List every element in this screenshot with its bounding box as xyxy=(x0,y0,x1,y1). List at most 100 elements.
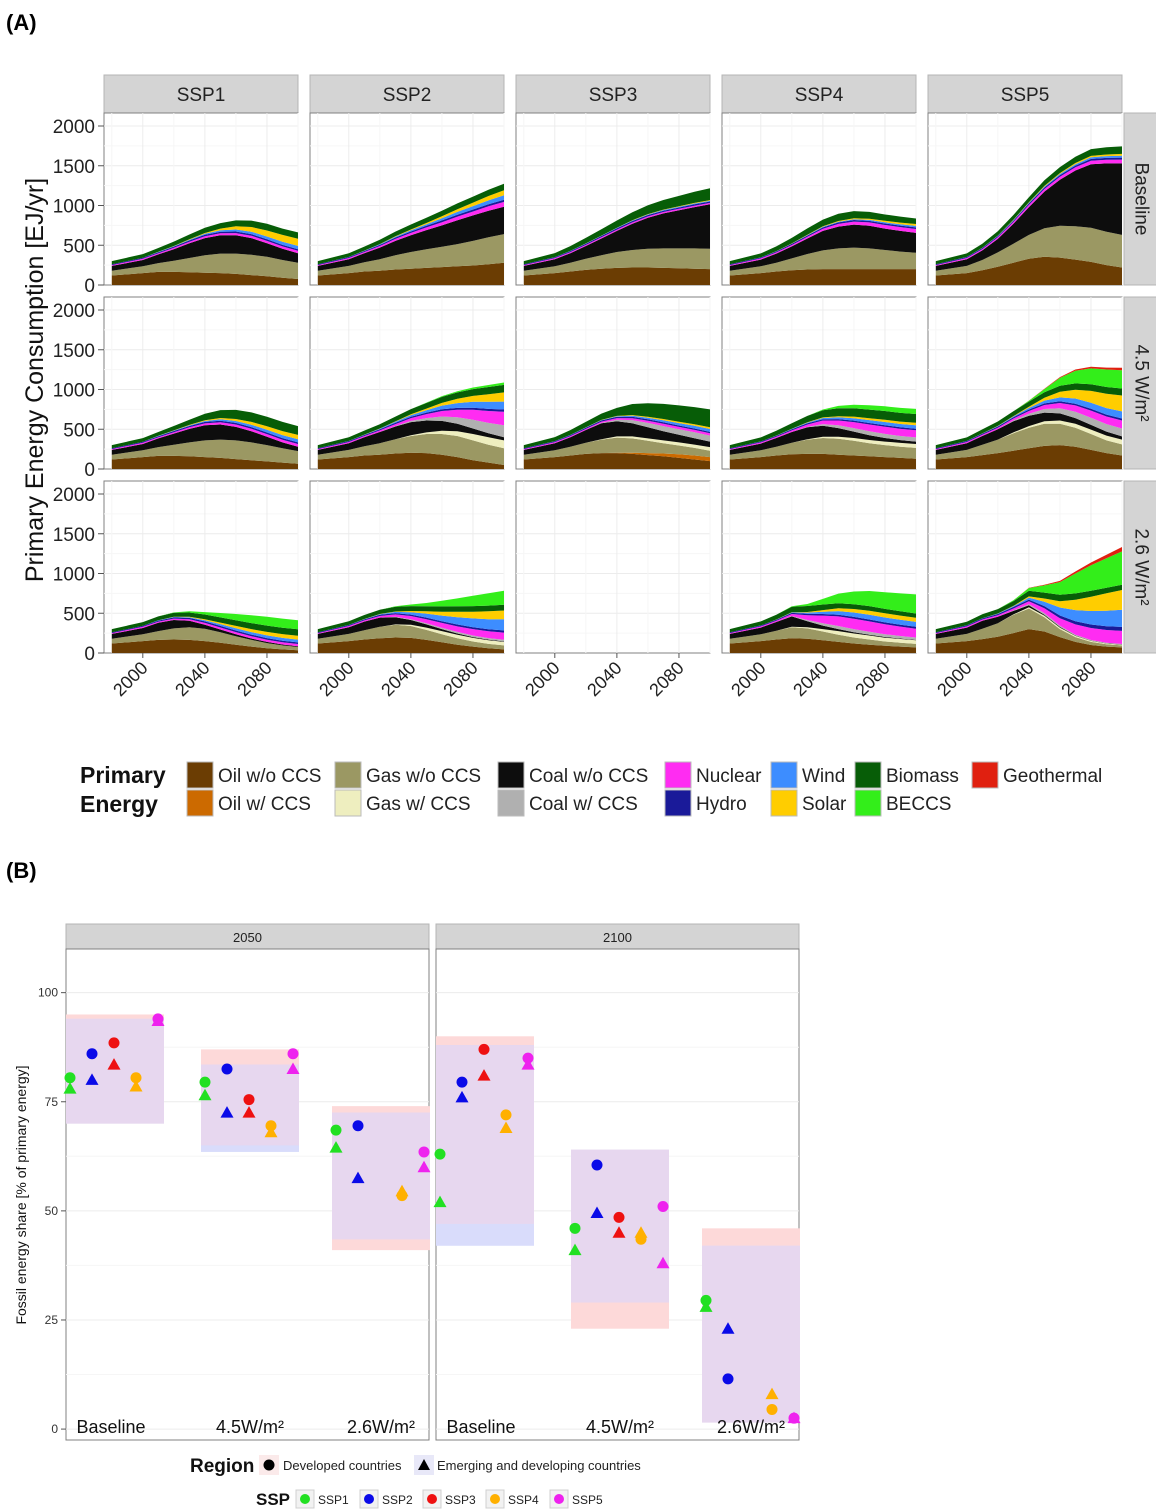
legend-label-coalccs: Coal w/ CCS xyxy=(529,794,638,815)
band-overlap xyxy=(201,1064,299,1146)
x-tick-label: 2000 xyxy=(521,658,563,700)
row-strip xyxy=(1123,112,1156,286)
legend-swatch-coalccs xyxy=(497,789,525,817)
area-gas xyxy=(523,248,710,276)
area-beccs xyxy=(935,551,1122,630)
point-developed-ssp2 xyxy=(352,1120,364,1132)
area-solar xyxy=(317,392,504,449)
area-hydro xyxy=(935,401,1122,450)
y-tick-label: 0 xyxy=(51,1422,58,1436)
area-oil xyxy=(729,638,916,653)
area-oil xyxy=(111,639,298,653)
area-coal xyxy=(935,163,1122,271)
area-beccs xyxy=(729,591,916,630)
area-beccs xyxy=(729,404,916,446)
area-hydro xyxy=(317,613,504,634)
point-emerging-ssp2 xyxy=(455,1090,469,1103)
area-coal xyxy=(317,420,504,455)
area-gasccs xyxy=(317,430,504,455)
y-tick-label: 2000 xyxy=(53,301,95,322)
area-coalccs xyxy=(317,616,504,642)
x-tick-label: 2080 xyxy=(233,658,275,700)
x-tick-label: 2040 xyxy=(171,658,213,700)
area-hydro xyxy=(111,420,298,450)
point-emerging-ssp3 xyxy=(612,1226,626,1238)
point-developed-ssp1 xyxy=(64,1072,76,1084)
area-gas xyxy=(523,437,710,460)
point-developed-ssp3 xyxy=(243,1094,255,1106)
area-wind xyxy=(935,597,1122,633)
point-developed-ssp2 xyxy=(456,1076,468,1088)
area-nuclear xyxy=(729,614,916,638)
y-tick-label: 1500 xyxy=(53,525,95,546)
x-tick-label: 2080 xyxy=(851,658,893,700)
area-coalccs xyxy=(729,616,916,640)
area-biomass xyxy=(935,383,1122,449)
point-developed-ssp4 xyxy=(766,1403,778,1415)
point-emerging-ssp5 xyxy=(286,1062,300,1075)
point-developed-ssp4 xyxy=(265,1120,277,1132)
area-coal xyxy=(111,235,298,271)
row-strip-label: 4.5 W/m² xyxy=(1131,344,1152,421)
area-oil xyxy=(523,453,710,469)
legend-title: Primary xyxy=(80,762,166,788)
group-label: 2.6W/m² xyxy=(717,1417,785,1437)
legend-title: Energy xyxy=(80,791,158,817)
area-biomass xyxy=(523,188,710,265)
legend-label-nuclear: Nuclear xyxy=(696,766,762,787)
point-emerging-ssp5 xyxy=(521,1058,535,1070)
point-developed-ssp2 xyxy=(722,1373,734,1385)
group-label: Baseline xyxy=(446,1417,515,1437)
x-tick-label: 2080 xyxy=(645,658,687,700)
area-coal xyxy=(729,425,916,455)
area-solar xyxy=(317,190,504,265)
area-biomass xyxy=(111,409,298,449)
area-gasccs xyxy=(935,420,1122,455)
ssp-legend-dot xyxy=(427,1494,437,1504)
point-developed-ssp2 xyxy=(86,1048,98,1060)
point-developed-ssp4 xyxy=(130,1072,142,1084)
area-gas xyxy=(935,423,1122,460)
area-biomass xyxy=(729,603,916,633)
x-tick-label: 2080 xyxy=(439,658,481,700)
row-strip-label: 2.6 W/m² xyxy=(1131,528,1152,605)
area-wind xyxy=(111,419,298,449)
column-strip-label: SSP4 xyxy=(795,85,844,106)
area-oilccs xyxy=(523,452,710,462)
ssp-legend-label: SSP1 xyxy=(318,1493,349,1507)
legend-label-oilccs: Oil w/ CCS xyxy=(218,794,311,815)
area-coalccs xyxy=(523,419,710,450)
legend-swatch-oil xyxy=(186,761,214,789)
facet-strip-label: 2050 xyxy=(233,930,262,945)
point-emerging-ssp2 xyxy=(590,1206,604,1219)
area-beccs xyxy=(111,611,298,630)
fossil-share-scatter-chart: 2050 2100 Baseline 4.5W/m² 2.6W/m² Baseline 4.… xyxy=(13,923,801,1509)
column-strip xyxy=(721,74,917,114)
area-oil xyxy=(317,637,504,653)
y-tick-label: 2000 xyxy=(53,117,95,138)
band-overlap xyxy=(66,1018,164,1124)
y-tick-label: 25 xyxy=(45,1313,59,1327)
area-hydro xyxy=(729,612,916,634)
area-coal xyxy=(111,424,298,455)
area-gas xyxy=(111,439,298,464)
area-wind xyxy=(317,611,504,633)
ssp-legend-dot xyxy=(364,1494,374,1504)
point-emerging-ssp3 xyxy=(242,1106,256,1118)
area-nuclear xyxy=(729,221,916,266)
facet-panel xyxy=(515,480,711,654)
region-legend-circle xyxy=(263,1459,275,1471)
area-gasccs xyxy=(317,624,504,646)
area-nuclear xyxy=(111,422,298,450)
legend-label-oil: Oil w/o CCS xyxy=(218,766,321,787)
area-oil xyxy=(729,269,916,285)
row-strip-label: Baseline xyxy=(1131,163,1152,236)
area-nuclear xyxy=(317,614,504,640)
area-hydro xyxy=(729,220,916,266)
point-emerging-ssp2 xyxy=(351,1171,365,1184)
region-legend-label: Developed countries xyxy=(283,1458,402,1473)
area-coal xyxy=(111,620,298,647)
legend-label-gasccs: Gas w/ CCS xyxy=(366,794,471,815)
point-developed-ssp1 xyxy=(700,1294,712,1306)
point-emerging-ssp1 xyxy=(699,1300,713,1312)
